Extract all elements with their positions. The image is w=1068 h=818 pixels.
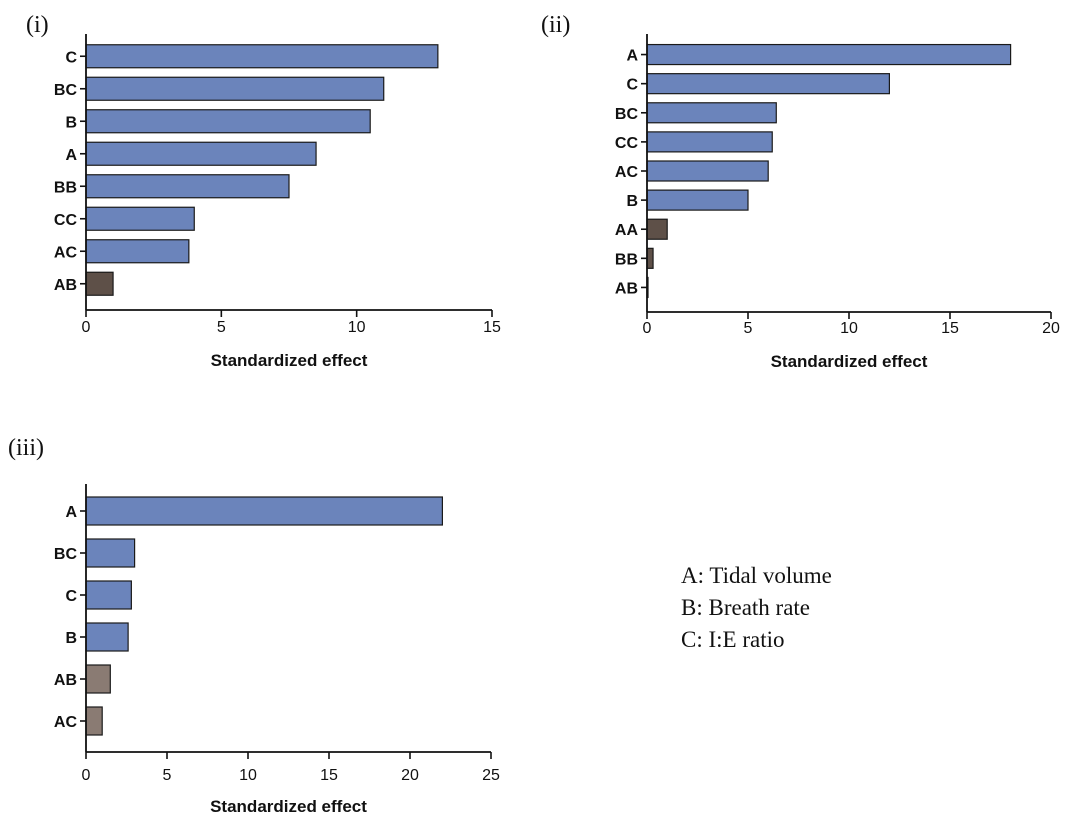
x-tick-label: 15	[320, 767, 338, 784]
panel-label: (i)	[26, 12, 49, 38]
category-label-c: C	[65, 49, 77, 66]
x-tick-label: 5	[163, 767, 172, 784]
bar-c	[85, 580, 132, 610]
panel-label: (ii)	[541, 12, 570, 38]
category-label-b: B	[65, 114, 77, 131]
legend-item-a: A: Tidal volume	[681, 563, 832, 588]
x-axis-title: Standardized effect	[771, 352, 928, 371]
x-tick-label: 10	[239, 767, 257, 784]
bar-ab	[85, 271, 114, 296]
category-label-cc: CC	[54, 212, 78, 229]
bar-ac	[85, 239, 190, 264]
bar-aa	[646, 218, 668, 240]
bar-bb	[646, 247, 654, 269]
category-label-c: C	[626, 77, 638, 94]
bar-a	[646, 43, 1012, 66]
category-label-bc: BC	[615, 106, 639, 123]
legend: A: Tidal volume B: Breath rate C: I:E ra…	[681, 560, 832, 656]
bar-cc	[646, 131, 773, 153]
category-label-bb: BB	[54, 179, 77, 196]
category-label-bc: BC	[54, 546, 78, 563]
x-tick-label: 0	[82, 319, 91, 336]
chart-panel-ii: (ii) AC BC CC AC B AA BB AB 0 5 10 15 20 Standardized …	[541, 12, 1060, 371]
category-label-bc: BC	[54, 82, 78, 99]
category-label-bb: BB	[615, 251, 638, 268]
category-label-ac: AC	[615, 164, 639, 181]
x-tick-label: 10	[348, 319, 366, 336]
bar-b	[85, 622, 129, 652]
chart-panel-iii: (iii) A BC C B AB AC 0 5 10 15 20 25 Standardized eff…	[8, 435, 500, 816]
bar-bc	[85, 76, 385, 101]
category-label-b: B	[65, 630, 77, 647]
category-label-ab: AB	[54, 277, 77, 294]
category-label-c: C	[65, 588, 77, 605]
bar-ac	[85, 706, 103, 736]
x-tick-label: 15	[941, 320, 959, 337]
bar-cc	[85, 206, 195, 231]
x-axis-title: Standardized effect	[211, 351, 368, 370]
category-label-ac: AC	[54, 244, 78, 261]
legend-item-b: B: Breath rate	[681, 595, 811, 620]
bar-bc	[646, 102, 777, 124]
category-label-b: B	[626, 193, 638, 210]
x-axis-title: Standardized effect	[210, 797, 367, 816]
x-tick-label: 20	[1042, 320, 1060, 337]
panel-label: (iii)	[8, 435, 44, 461]
category-label-aa: AA	[615, 222, 639, 239]
category-label-ab: AB	[54, 672, 77, 689]
x-tick-label: 0	[82, 767, 91, 784]
x-tick-label: 5	[217, 319, 226, 336]
x-tick-label: 20	[401, 767, 419, 784]
bar-ab	[85, 664, 111, 694]
bar-bb	[85, 174, 290, 199]
x-tick-label: 25	[482, 767, 500, 784]
category-label-a: A	[626, 48, 638, 65]
legend-item-c: C: I:E ratio	[681, 627, 785, 652]
bar-a	[85, 496, 443, 526]
category-label-cc: CC	[615, 135, 639, 152]
bar-bc	[85, 538, 136, 568]
x-tick-label: 5	[744, 320, 753, 337]
chart-panel-i: (i) C BC BA BB CC AC AB 0 5 10 15 Standardized effec…	[26, 12, 501, 370]
bar-b	[85, 109, 371, 134]
bar-b	[646, 189, 749, 211]
category-label-a: A	[65, 147, 77, 164]
bar-a	[85, 141, 317, 166]
bar-c	[646, 73, 890, 95]
category-label-ac: AC	[54, 714, 78, 731]
x-tick-label: 0	[643, 320, 652, 337]
x-tick-label: 15	[483, 319, 501, 336]
category-label-ab: AB	[615, 280, 638, 297]
category-label-a: A	[65, 504, 77, 521]
bar-ac	[646, 160, 769, 182]
x-tick-label: 10	[840, 320, 858, 337]
bar-c	[85, 44, 439, 69]
